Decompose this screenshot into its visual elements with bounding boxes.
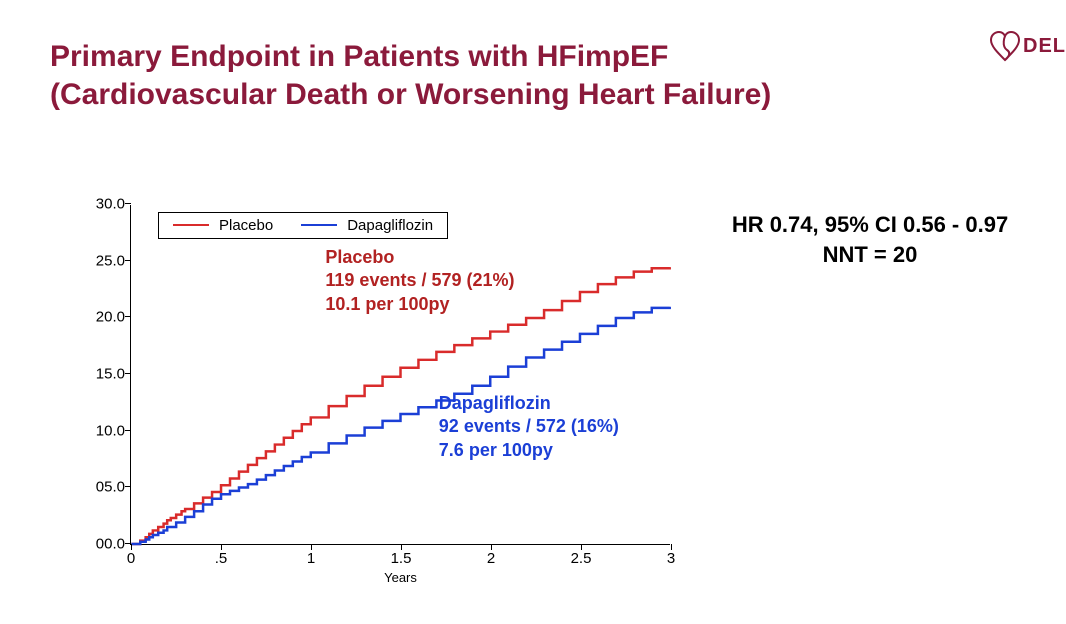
plot-area: PlaceboDapagliflozin Years 00.005.010.01…	[130, 205, 670, 545]
xtick-mark	[221, 544, 222, 550]
xtick-label: .5	[215, 550, 228, 567]
ytick-label: 25.0	[85, 252, 125, 269]
annotation-line: Dapagliflozin	[439, 392, 619, 415]
xtick-mark	[581, 544, 582, 550]
ytick-mark	[125, 486, 131, 487]
ytick-mark	[125, 203, 131, 204]
annotation-line: 10.1 per 100py	[325, 293, 514, 316]
legend-swatch	[301, 224, 337, 226]
legend-label: Dapagliflozin	[347, 217, 433, 234]
legend: Placebo Dapagliflozin	[158, 212, 448, 239]
ytick-label: 00.0	[85, 536, 125, 553]
xtick-label: 2.5	[571, 550, 592, 567]
series-annotation: Dapagliflozin92 events / 572 (16%)7.6 pe…	[439, 392, 619, 462]
annotation-line: 7.6 per 100py	[439, 439, 619, 462]
xtick-label: 1	[307, 550, 315, 567]
brand-logo: DEL	[987, 28, 1066, 64]
brand-text: DEL	[1023, 35, 1066, 58]
ytick-label: 15.0	[85, 366, 125, 383]
xtick-label: 1.5	[391, 550, 412, 567]
legend-label: Placebo	[219, 217, 273, 234]
annotation-line: Placebo	[325, 246, 514, 269]
ytick-label: 30.0	[85, 196, 125, 213]
legend-item: Placebo	[173, 217, 273, 234]
ytick-mark	[125, 316, 131, 317]
series-annotation: Placebo119 events / 579 (21%)10.1 per 10…	[325, 246, 514, 316]
xtick-mark	[131, 544, 132, 550]
title-line-1: Primary Endpoint in Patients with HFimpE…	[50, 38, 950, 76]
x-axis-label: Years	[384, 570, 417, 585]
xtick-label: 2	[487, 550, 495, 567]
title-line-2: (Cardiovascular Death or Worsening Heart…	[50, 76, 950, 114]
hazard-ratio-block: HR 0.74, 95% CI 0.56 - 0.97 NNT = 20	[690, 210, 1050, 269]
xtick-mark	[401, 544, 402, 550]
xtick-mark	[671, 544, 672, 550]
legend-swatch	[173, 224, 209, 226]
annotation-line: 119 events / 579 (21%)	[325, 269, 514, 292]
km-chart: Placebo Dapagliflozin Years 00.0 05.0 10.0 1…	[70, 195, 690, 595]
ytick-mark	[125, 260, 131, 261]
annotation-line: 92 events / 572 (16%)	[439, 415, 619, 438]
xtick-label: 3	[667, 550, 675, 567]
ytick-label: 05.0	[85, 479, 125, 496]
ytick-mark	[125, 373, 131, 374]
xtick-label: 0	[127, 550, 135, 567]
ytick-mark	[125, 430, 131, 431]
ytick-label: 20.0	[85, 309, 125, 326]
legend-item: Dapagliflozin	[301, 217, 433, 234]
hr-line: HR 0.74, 95% CI 0.56 - 0.97	[690, 210, 1050, 240]
slide-title: Primary Endpoint in Patients with HFimpE…	[50, 38, 950, 113]
xtick-mark	[491, 544, 492, 550]
nnt-line: NNT = 20	[690, 240, 1050, 270]
ytick-label: 10.0	[85, 422, 125, 439]
heart-ribbon-icon	[987, 28, 1023, 64]
xtick-mark	[311, 544, 312, 550]
